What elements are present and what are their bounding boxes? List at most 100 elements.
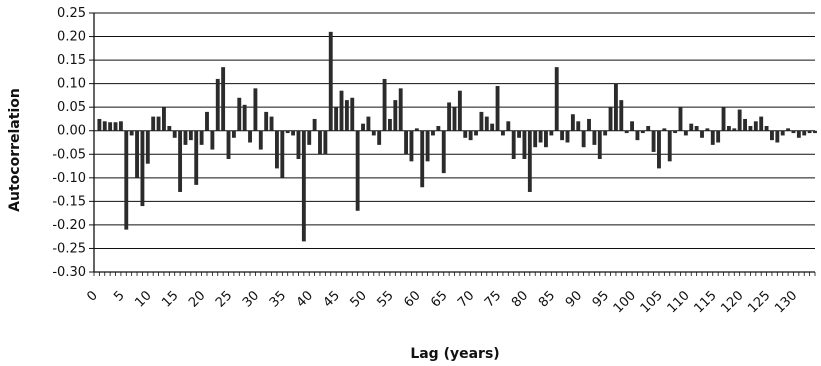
bar-lag-129 (786, 128, 791, 131)
bar-lag-33 (269, 116, 274, 131)
bar-lag-41 (312, 118, 317, 131)
bar-lag-99 (624, 130, 629, 134)
x-tick-label: 110 (665, 288, 693, 316)
bar-lag-22 (210, 130, 215, 150)
x-tick-label: 50 (348, 288, 370, 310)
y-tick-label: 0.25 (57, 6, 86, 21)
bar-lag-96 (608, 107, 613, 131)
x-tick-label: 40 (294, 288, 316, 310)
axes (89, 12, 816, 276)
bar-lag-8 (135, 130, 139, 178)
bar-lag-3 (108, 122, 113, 131)
bar-lag-51 (366, 116, 371, 131)
bar-lag-26 (231, 130, 236, 138)
bar-lag-87 (560, 130, 565, 141)
x-tick-label: 45 (321, 288, 343, 310)
bar-lag-36 (285, 130, 290, 134)
bar-lag-127 (775, 130, 780, 143)
bar-lag-27 (237, 97, 242, 131)
bar-lag-89 (570, 114, 575, 131)
bar-lag-93 (592, 130, 597, 145)
bar-lag-55 (388, 118, 392, 131)
bar-lag-97 (613, 83, 618, 131)
bar-lag-111 (689, 123, 694, 131)
bar-lag-2 (102, 121, 107, 131)
bar-lag-78 (511, 130, 516, 159)
bar-lag-11 (151, 116, 156, 131)
bar-lag-72 (479, 111, 484, 131)
bar-lag-128 (780, 130, 785, 136)
bar-lag-71 (474, 130, 478, 136)
bar-lag-60 (414, 128, 419, 131)
x-tick-label: 80 (509, 288, 531, 310)
bar-lag-23 (215, 78, 220, 131)
bar-lag-91 (581, 130, 586, 148)
y-tick-label: 0.10 (57, 77, 86, 92)
x-tick-label: 70 (455, 288, 477, 310)
bar-lag-84 (544, 130, 548, 148)
bar-lag-21 (205, 111, 209, 131)
bar-lag-25 (226, 130, 231, 159)
bar-lag-92 (587, 118, 591, 131)
bar-lag-118 (726, 126, 731, 131)
bar-lag-98 (619, 100, 624, 131)
bar-lag-40 (307, 130, 312, 145)
x-tick-label: 55 (374, 288, 396, 310)
bar-lag-79 (517, 130, 521, 138)
bar-lag-112 (694, 126, 699, 131)
bar-lag-24 (221, 67, 226, 131)
x-tick-label: 100 (611, 288, 639, 316)
bar-lag-9 (140, 130, 145, 207)
bar-lag-12 (156, 116, 161, 131)
bar-lag-1 (97, 118, 102, 131)
bar-lag-18 (188, 130, 193, 141)
bar-lag-5 (118, 121, 123, 131)
bar-lag-126 (770, 130, 774, 141)
bar-lag-30 (253, 88, 258, 131)
bar-lag-28 (242, 104, 247, 131)
bar-lag-63 (431, 130, 435, 136)
bar-lag-20 (199, 130, 204, 145)
bar-lag-86 (554, 67, 559, 131)
bar-lag-14 (167, 126, 172, 131)
bar-lag-116 (716, 130, 721, 143)
bar-lag-49 (355, 130, 360, 211)
bar-lag-69 (463, 130, 468, 138)
bar-lag-17 (183, 130, 188, 145)
bar-lag-80 (522, 130, 527, 159)
x-tick-label: 30 (240, 288, 262, 310)
bar-lag-34 (275, 130, 279, 169)
bar-lag-16 (178, 130, 183, 192)
bar-lag-53 (377, 130, 382, 145)
bar-lag-44 (328, 31, 333, 131)
bar-lag-15 (172, 130, 177, 138)
x-tick-label: 95 (590, 288, 612, 310)
bar-lag-105 (657, 130, 661, 169)
x-tick-label: 130 (772, 288, 800, 316)
y-tick-label: -0.30 (52, 265, 86, 280)
bar-lag-106 (662, 128, 667, 131)
bar-lag-114 (705, 128, 710, 131)
bar-lag-70 (468, 130, 473, 141)
bar-lag-56 (393, 100, 398, 131)
bar-lag-85 (549, 130, 554, 136)
bars (97, 31, 817, 242)
y-tick-label: 0.15 (57, 53, 86, 68)
x-tick-label: 120 (718, 288, 746, 316)
bar-lag-119 (732, 128, 737, 131)
bar-lag-58 (404, 130, 409, 155)
bar-lag-88 (565, 130, 570, 143)
bar-lag-90 (576, 121, 581, 131)
y-tick-label: 0.00 (57, 124, 86, 139)
bar-lag-57 (398, 88, 403, 131)
bar-lag-77 (506, 121, 511, 131)
bar-lag-131 (796, 130, 801, 138)
bar-lag-132 (802, 130, 807, 136)
bar-lag-39 (301, 130, 306, 242)
x-tick-label: 60 (401, 288, 423, 310)
bar-lag-61 (420, 130, 425, 188)
x-tick-label: 35 (267, 288, 289, 310)
x-tick-label: 125 (745, 288, 773, 316)
bar-lag-108 (673, 130, 678, 134)
bar-lag-13 (162, 107, 166, 131)
